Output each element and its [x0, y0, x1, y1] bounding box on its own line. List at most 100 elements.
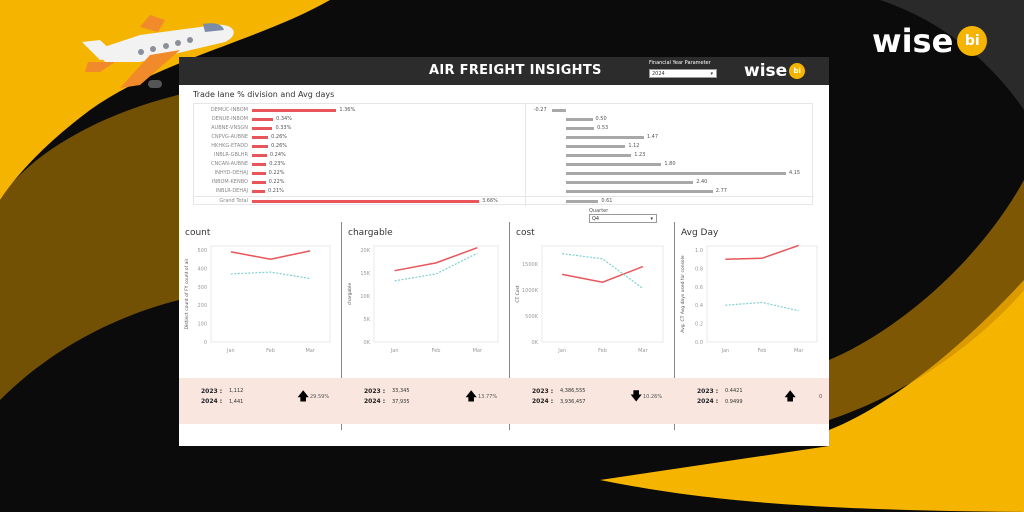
chart-title: count	[185, 228, 211, 238]
y-tick-label: 0.6	[695, 285, 703, 291]
pct-bar	[252, 136, 269, 139]
trade-lane-row: DENUE-INBOM 0.34% 0.50	[194, 115, 814, 124]
pct-bar	[252, 154, 267, 157]
value-2023: 1,112	[229, 388, 244, 394]
avg-bar	[566, 200, 599, 203]
y-tick-label: 200	[197, 303, 207, 309]
y-tick-label: 20K	[360, 248, 370, 254]
fy-value: 2024	[652, 71, 665, 77]
avg-value: 1.80	[664, 161, 676, 167]
avg-bar	[566, 181, 694, 184]
y-tick-label: 1500K	[522, 262, 539, 268]
series-line-2024	[562, 265, 644, 283]
panel-chargable: chargable 0K 5K 10K 15K 20K chargable Jan Feb Mar	[342, 222, 510, 430]
x-tick-label: Feb	[266, 348, 275, 354]
x-tick-label: Jan	[390, 348, 399, 354]
x-tick-label: Feb	[432, 348, 441, 354]
series-line-2024	[725, 244, 799, 260]
brand-logo: wise bi	[872, 22, 988, 60]
avg-value: 1.23	[634, 152, 646, 158]
trade-lane-row: HKHKG-ETADD 0.26% 1.12	[194, 142, 814, 151]
avg-bar	[566, 127, 595, 130]
year-2024-label: 2024 :	[532, 398, 554, 405]
y-tick-label: 0.2	[695, 322, 703, 328]
pct-bar	[252, 127, 273, 130]
avg-value: 4.15	[788, 170, 801, 176]
avg-value: 2.77	[715, 188, 727, 194]
dashboard-header: AIR FREIGHT INSIGHTS Financial Year Para…	[179, 57, 829, 85]
lane-label: INBLR-GBLHR	[213, 152, 248, 158]
change-percent: 29.59%	[310, 394, 330, 400]
pct-value: 0.24%	[269, 152, 286, 158]
series-line-2023	[725, 301, 799, 312]
chevron-down-icon: ▾	[650, 216, 653, 222]
pct-value: 0.33%	[275, 125, 292, 131]
plot-area	[373, 245, 499, 343]
trade-lane-row: INBOM-KENBO 0.22% 2.40	[194, 178, 814, 187]
lane-label: AUBNE-VNSGN	[211, 125, 248, 131]
y-tick-label: 0.8	[695, 266, 703, 272]
plot-area	[541, 245, 664, 343]
avg-value: 1.47	[646, 134, 659, 140]
avg-bar	[566, 145, 626, 148]
value-2024: 37,935	[392, 399, 410, 405]
y-tick-label: 500	[197, 248, 207, 254]
fy-parameter-label: Financial Year Parameter	[649, 60, 711, 66]
pct-bar	[252, 109, 337, 112]
chart-title: cost	[516, 228, 535, 238]
pct-bar	[252, 181, 266, 184]
avg-bar	[566, 154, 632, 157]
series-line-2023	[394, 252, 478, 282]
grand-total-row: Grand Total 3.66% 0.61	[194, 196, 814, 205]
lane-label: HKHKG-ETADD	[211, 143, 248, 149]
y-tick-label: 0K	[364, 340, 371, 346]
kpi-strip: 2023 : 2024 : 4,386,555 3,936,457 🡇 10.26%	[510, 378, 675, 424]
avg-value: 2.40	[696, 179, 708, 185]
pct-value: 0.26%	[271, 134, 288, 140]
x-tick-label: Mar	[638, 348, 648, 354]
avg-value: -0.27	[533, 107, 547, 113]
pct-bar	[252, 145, 269, 148]
trade-lane-row: INBLR-GBLHR 0.24% 1.23	[194, 151, 814, 160]
pct-value: 0.22%	[268, 179, 285, 185]
y-tick-label: 100	[197, 322, 207, 328]
change-percent: 13.77%	[478, 394, 498, 400]
pct-bar	[252, 200, 479, 203]
y-tick-label: 0K	[532, 340, 539, 346]
year-2024-label: 2024 :	[364, 398, 386, 405]
change-percent: 0	[819, 394, 823, 400]
avg-value: 0.61	[601, 198, 613, 204]
logo-text: wise	[744, 61, 788, 81]
quarter-value: Q4	[592, 216, 600, 222]
column-divider	[525, 104, 526, 206]
airplane-illustration	[82, 15, 234, 88]
dashboard-logo: wise bi	[744, 61, 806, 81]
page-title: AIR FREIGHT INSIGHTS	[429, 63, 602, 78]
series-line-2023	[230, 271, 311, 280]
plot-area	[210, 245, 331, 343]
x-tick-label: Mar	[794, 348, 804, 354]
trade-lane-row: CNCAN-AUBNE 0.23% 1.80	[194, 160, 814, 169]
y-tick-label: 400	[197, 266, 207, 272]
kpi-strip: 2023 : 2024 : 1,112 1,441 🡅 29.59%	[179, 378, 342, 424]
fy-parameter-select[interactable]: 2024 ▾	[649, 69, 717, 78]
panel-cost: cost 0K 500K 1000K 1500K CT Cost Jan Feb Mar	[510, 222, 675, 430]
y-tick-label: 0.4	[695, 303, 703, 309]
trade-lane-title: Trade lane % division and Avg days	[193, 90, 335, 99]
quarter-label: Quarter	[589, 208, 609, 214]
logo-text: wise	[872, 22, 954, 60]
pct-value: 0.22%	[268, 170, 285, 176]
y-tick-label: 500K	[525, 314, 539, 320]
avg-value: 0.50	[595, 116, 607, 122]
year-2023-label: 2023 :	[532, 388, 554, 395]
x-tick-label: Jan	[226, 348, 235, 354]
logo-badge: bi	[789, 63, 806, 79]
quarter-select[interactable]: Q4 ▾	[589, 214, 657, 223]
x-tick-label: Mar	[473, 348, 483, 354]
arrow-up-icon: 🡅	[784, 389, 797, 403]
series-line-2023	[562, 253, 644, 289]
trade-lane-table: DEMUC-INBOM 1.36% -0.27 DENUE-INBOM 0.34% 0.5…	[193, 103, 814, 206]
chart-title: chargable	[348, 228, 393, 238]
line-chart: 0K 500K 1000K 1500K CT Cost Jan Feb Mar	[515, 245, 664, 354]
